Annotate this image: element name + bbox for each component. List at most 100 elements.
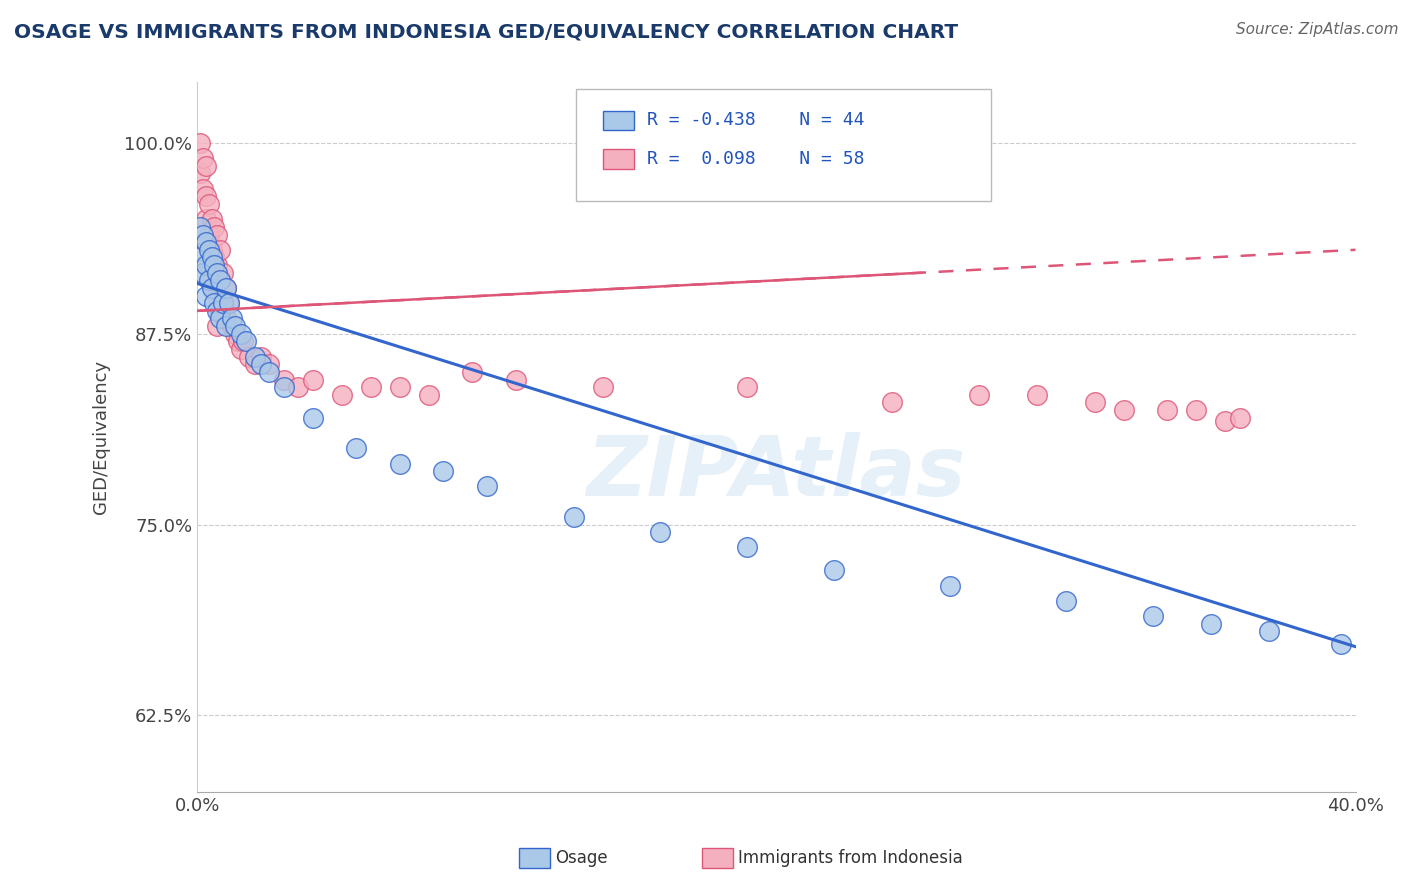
Point [562, 510, 585, 524]
Point [212, 296, 235, 310]
Text: Osage: Osage [555, 849, 607, 867]
Point [221, 319, 243, 334]
Point [259, 357, 281, 371]
Point [200, 251, 222, 265]
Point [207, 304, 229, 318]
Point [215, 311, 238, 326]
Point [197, 258, 219, 272]
Point [229, 326, 252, 341]
Point [475, 479, 498, 493]
Point [224, 326, 246, 341]
Point [505, 373, 527, 387]
Point [592, 380, 614, 394]
Point [191, 227, 214, 242]
Point [194, 235, 217, 249]
Point [1054, 594, 1077, 608]
Point [215, 281, 238, 295]
Point [226, 334, 249, 349]
Point [259, 365, 281, 379]
Point [882, 395, 904, 409]
Point [188, 251, 211, 265]
Text: OSAGE VS IMMIGRANTS FROM INDONESIA GED/EQUIVALENCY CORRELATION CHART: OSAGE VS IMMIGRANTS FROM INDONESIA GED/E… [14, 22, 957, 41]
Point [1229, 410, 1251, 425]
Point [939, 579, 962, 593]
Point [243, 357, 266, 371]
Point [204, 296, 226, 310]
Point [188, 166, 211, 180]
Point [388, 457, 411, 471]
Point [1142, 609, 1164, 624]
Point [197, 243, 219, 257]
Point [1156, 403, 1178, 417]
Point [207, 319, 229, 334]
Point [207, 227, 229, 242]
Point [418, 388, 440, 402]
Point [302, 410, 325, 425]
Point [249, 350, 271, 364]
Point [1026, 388, 1049, 402]
Point [200, 243, 222, 257]
Point [194, 159, 217, 173]
Text: R =  0.098    N = 58: R = 0.098 N = 58 [647, 150, 865, 168]
Point [218, 296, 240, 310]
Point [200, 273, 222, 287]
Point [273, 373, 295, 387]
Point [823, 563, 845, 577]
Point [191, 151, 214, 165]
Point [238, 350, 260, 364]
Point [224, 319, 246, 334]
Point [204, 251, 226, 265]
Point [191, 182, 214, 196]
Text: Source: ZipAtlas.com: Source: ZipAtlas.com [1236, 22, 1399, 37]
Point [215, 319, 238, 334]
Point [204, 258, 226, 272]
Point [967, 388, 990, 402]
Point [194, 288, 217, 302]
Point [432, 464, 454, 478]
Point [204, 219, 226, 234]
Y-axis label: GED/Equivalency: GED/Equivalency [93, 359, 110, 514]
Point [737, 380, 759, 394]
Text: Immigrants from Indonesia: Immigrants from Indonesia [738, 849, 963, 867]
Point [232, 334, 254, 349]
Point [204, 281, 226, 295]
Point [235, 334, 257, 349]
Point [194, 189, 217, 203]
Point [1213, 414, 1236, 428]
Point [197, 197, 219, 211]
Point [209, 311, 232, 326]
Point [209, 273, 232, 287]
Point [388, 380, 411, 394]
Point [194, 212, 217, 227]
Point [200, 212, 222, 227]
Point [209, 273, 232, 287]
Point [360, 380, 382, 394]
Point [209, 304, 232, 318]
Point [197, 227, 219, 242]
Point [221, 311, 243, 326]
Point [287, 380, 309, 394]
Point [249, 357, 271, 371]
Point [344, 442, 367, 456]
Point [215, 281, 238, 295]
Point [1257, 624, 1279, 639]
Point [200, 281, 222, 295]
Point [209, 243, 232, 257]
Point [461, 365, 484, 379]
Point [302, 373, 325, 387]
Point [207, 288, 229, 302]
Point [218, 296, 240, 310]
Point [1112, 403, 1135, 417]
Point [188, 219, 211, 234]
Text: R = -0.438    N = 44: R = -0.438 N = 44 [647, 112, 865, 129]
Point [650, 525, 672, 540]
Point [1084, 395, 1107, 409]
Point [243, 350, 266, 364]
Point [207, 266, 229, 280]
Point [737, 541, 759, 555]
Point [191, 266, 214, 280]
Point [194, 235, 217, 249]
Point [273, 380, 295, 394]
Point [229, 342, 252, 356]
Point [212, 266, 235, 280]
